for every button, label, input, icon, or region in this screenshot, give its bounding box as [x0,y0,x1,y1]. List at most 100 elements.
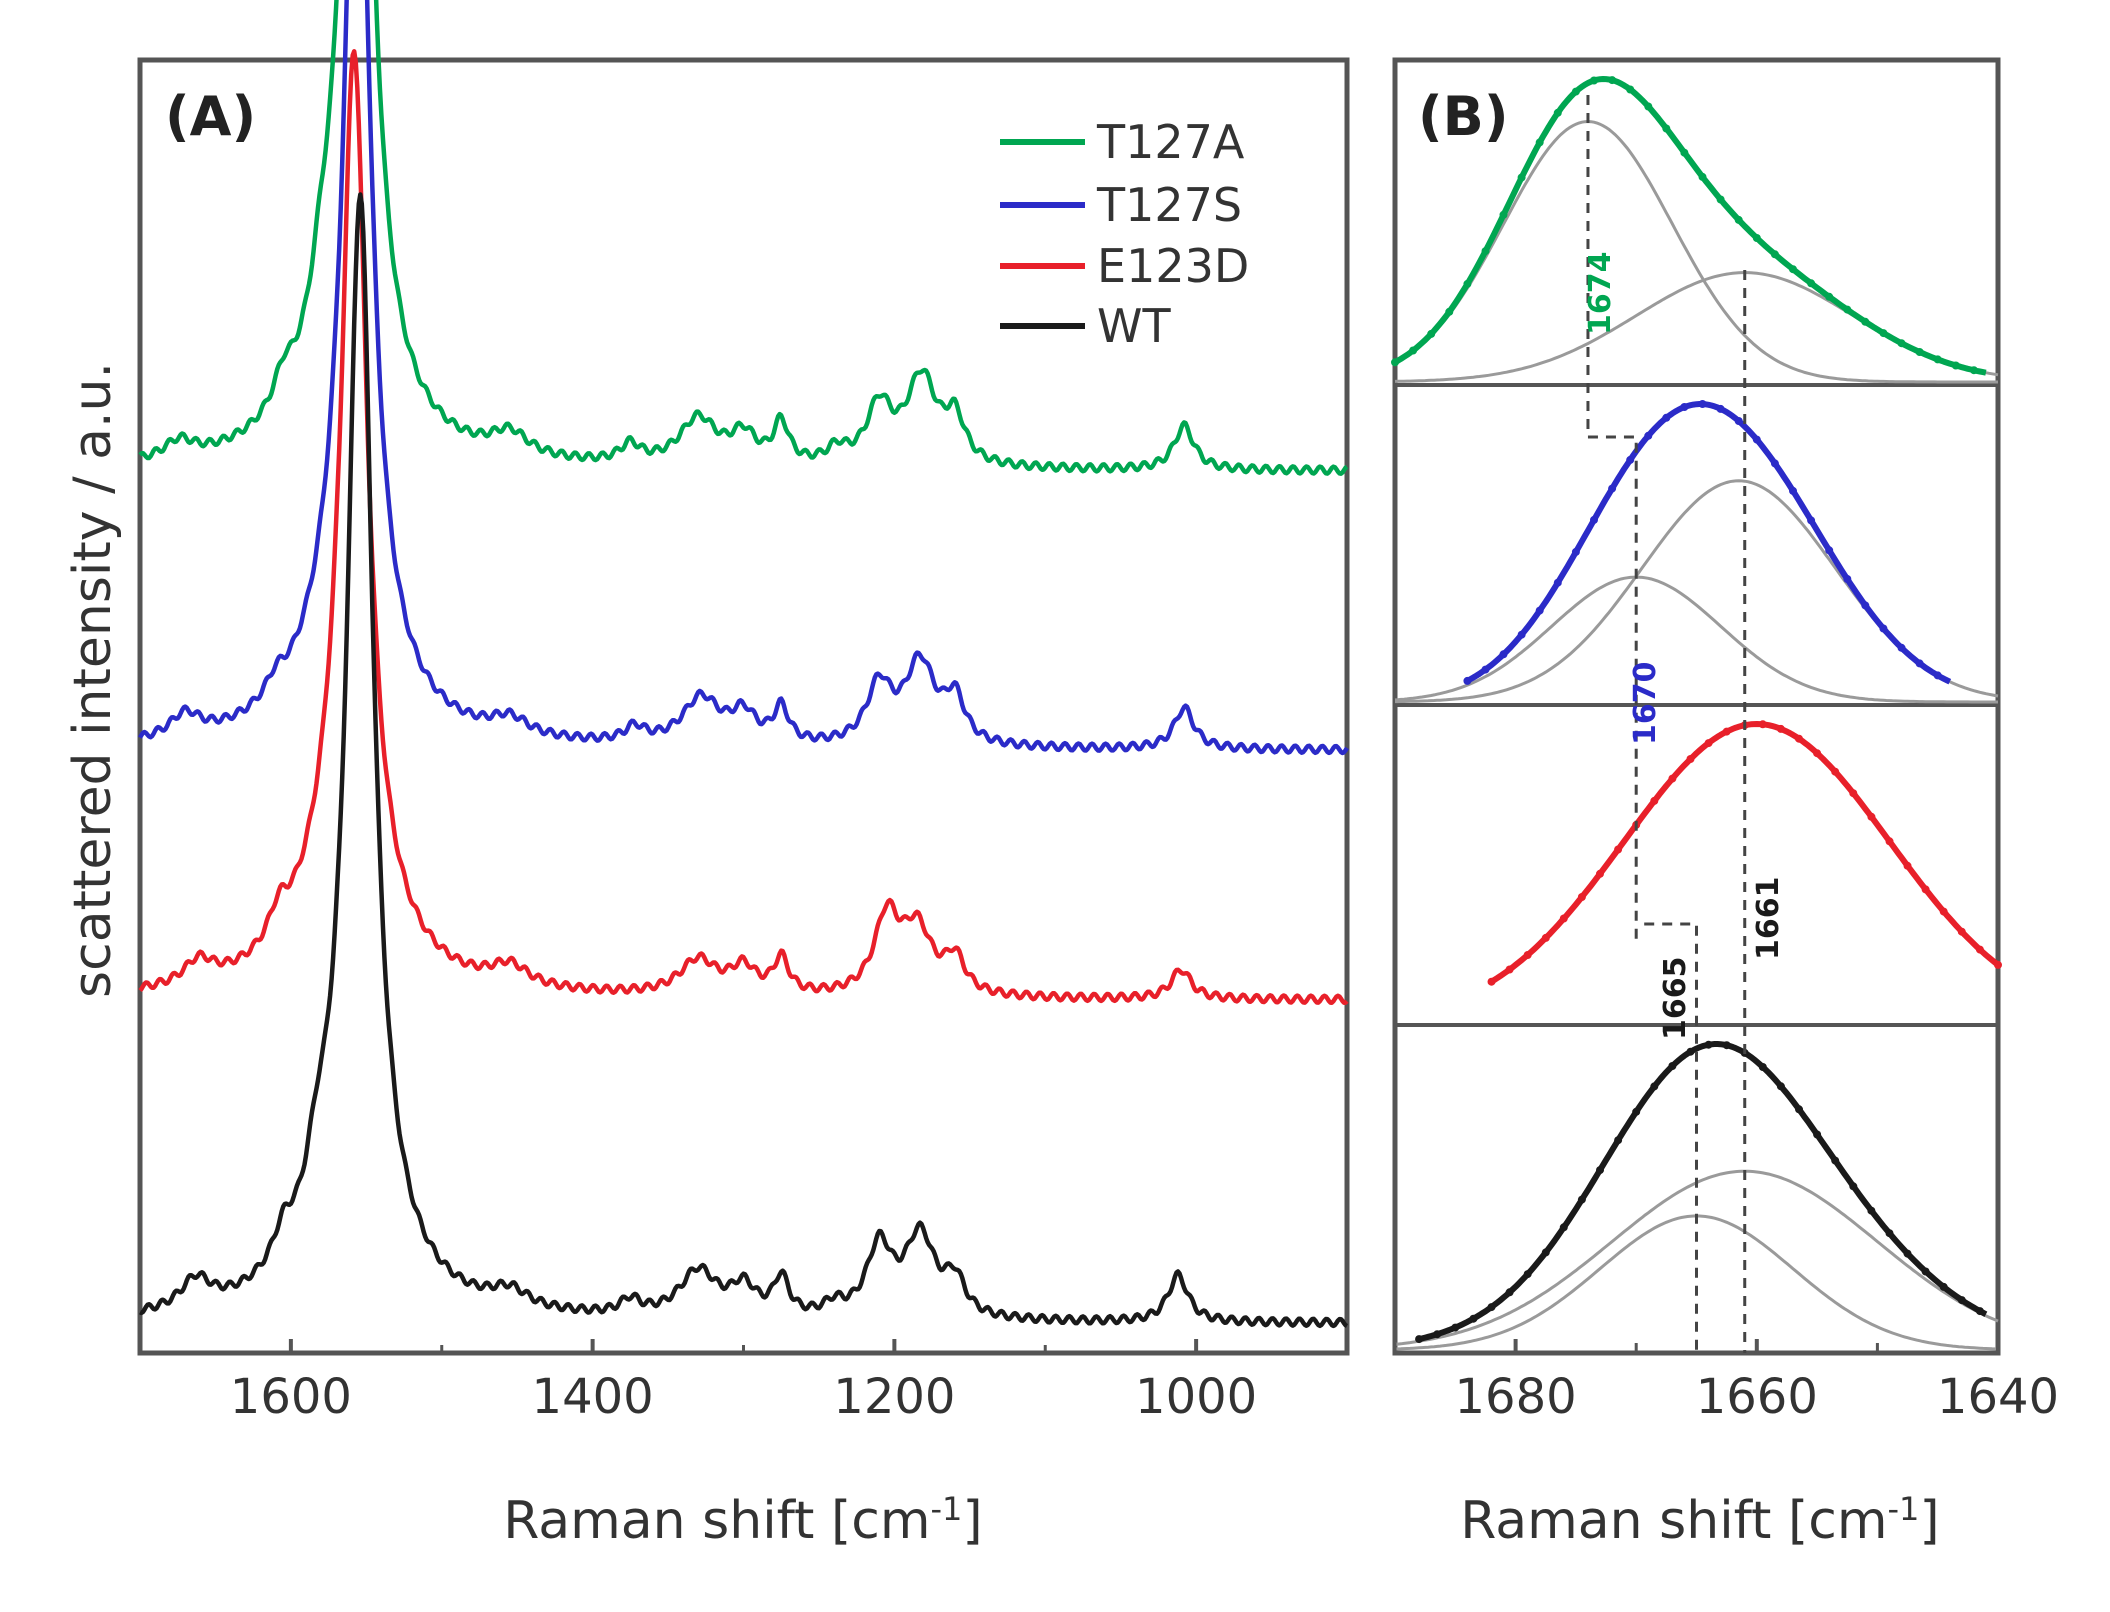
data-point-t127a [1391,358,1399,367]
data-point-wt [1885,1229,1894,1238]
data-point-t127a [1897,339,1906,348]
data-point-wt [1415,1335,1424,1344]
annotation-1674: 1674 [1583,252,1618,336]
data-point-e123d [1867,812,1876,821]
data-point-wt [1469,1314,1478,1323]
data-point-t127a [1734,215,1743,224]
fit-component-t127s-1 [1394,575,1998,704]
series-line-t127a [138,0,1349,476]
data-point-t127s [1463,676,1472,685]
fit-envelope-t127a [1393,76,1987,376]
panel-a-x-axis-label-end: ] [962,1491,982,1551]
series-line-e123d [138,49,1349,1005]
x-tick-label: 1660 [1696,1369,1818,1425]
data-point-e123d [1813,749,1822,758]
series-line-t127s [138,0,1349,756]
data-point-t127s [1535,606,1544,615]
data-point-t127s [1825,546,1834,555]
data-point-wt [1722,1041,1731,1050]
legend: T127A T127S E123D WT [1000,115,1249,353]
ref-line-1674-1670 [1586,95,1638,940]
data-point-t127a [1535,138,1544,147]
data-point-t127s [1662,413,1671,422]
panel-b-x-ticks: 1680 1660 1640 [1393,1339,2059,1425]
annotation-1661: 1661 [1751,877,1786,961]
data-point-t127s [1481,665,1490,674]
data-point-t127a [1843,305,1852,314]
panel-a-y-axis-label: scattered intensity / a.u. [63,362,123,998]
legend-label-t127a: T127A [1096,115,1245,169]
data-point-e123d [1849,789,1858,798]
x-tick-label: 1640 [1937,1369,2059,1425]
data-point-e123d [1704,739,1713,748]
annotation-1670: 1670 [1628,662,1663,746]
data-point-wt [1668,1062,1677,1070]
data-point-e123d [1487,977,1496,986]
data-point-t127a [1626,85,1635,94]
data-point-t127a [1789,265,1797,274]
panel-a-series-group [138,0,1349,1329]
data-point-t127s [1590,515,1598,524]
fit-component-t127a-2 [1394,271,1999,383]
data-point-t127s [1807,516,1816,525]
fit-envelope-wt [1418,1041,1988,1343]
data-point-wt [1975,1307,1984,1316]
data-point-t127a [1752,234,1761,242]
data-point-e123d [1795,734,1803,743]
data-point-t127a [1861,317,1870,326]
panel-b-series-group [1391,76,2002,1351]
data-point-t127a [1825,292,1834,301]
data-point-e123d [1776,724,1785,733]
data-point-t127a [1716,195,1725,204]
data-point-wt [1559,1223,1568,1232]
data-point-t127a [1933,355,1942,364]
data-point-e123d [1523,951,1532,959]
data-point-e123d [1668,774,1677,783]
data-point-t127s [1571,547,1580,556]
data-point-wt [1433,1330,1442,1339]
annotation-1665: 1665 [1658,957,1693,1041]
data-point-t127s [1770,459,1779,468]
panel-b-x-axis-label-main: Raman shift [cm [1460,1491,1887,1551]
data-point-t127a [1644,102,1653,111]
data-point-e123d [1559,914,1568,923]
data-point-e123d [1994,960,2002,969]
data-point-wt [1813,1130,1822,1139]
data-point-wt [1686,1047,1695,1056]
panel-b-x-axis-label: Raman shift [cm-1] [1460,1490,1939,1551]
data-point-t127a [1969,366,1978,375]
data-point-t127a [1463,279,1472,288]
data-point-wt [1577,1195,1586,1204]
data-point-e123d [1614,845,1623,854]
data-point-e123d [1686,755,1695,763]
data-point-t127a [1517,173,1526,182]
data-point-t127a [1680,148,1689,157]
data-point-e123d [1939,907,1948,916]
panel-b-label: (B) [1418,85,1509,148]
data-point-t127a [1553,108,1562,117]
data-point-wt [1632,1107,1641,1116]
data-point-t127a [1698,172,1707,181]
data-point-t127a [1499,210,1508,219]
data-point-e123d [1831,767,1840,776]
data-point-wt [1451,1323,1460,1332]
data-point-t127a [1427,329,1436,338]
x-tick-label: 1000 [1135,1369,1257,1425]
panel-a-x-axis-label-main: Raman shift [cm [503,1491,930,1551]
panel-b: 1680 1660 1640 (B) 1674 1670 1665 1661 Ram… [1391,57,2059,1551]
data-point-e123d [1885,837,1894,846]
x-tick-label: 1400 [532,1369,654,1425]
panel-b-x-axis-label-end: ] [1919,1491,1939,1551]
data-point-t127s [1680,403,1689,411]
panel-a-x-axis-label-sup: -1 [931,1490,963,1528]
data-point-t127s [1897,643,1906,652]
data-point-t127s [1915,659,1924,668]
data-point-t127s [1752,435,1761,444]
x-tick-label: 1680 [1455,1369,1577,1425]
panel-b-reference-lines [1586,95,1747,1353]
data-point-t127a [1770,250,1779,259]
data-point-t127a [1951,361,1960,370]
data-point-wt [1487,1303,1496,1312]
data-point-wt [1541,1248,1550,1257]
legend-label-wt: WT [1097,299,1171,353]
